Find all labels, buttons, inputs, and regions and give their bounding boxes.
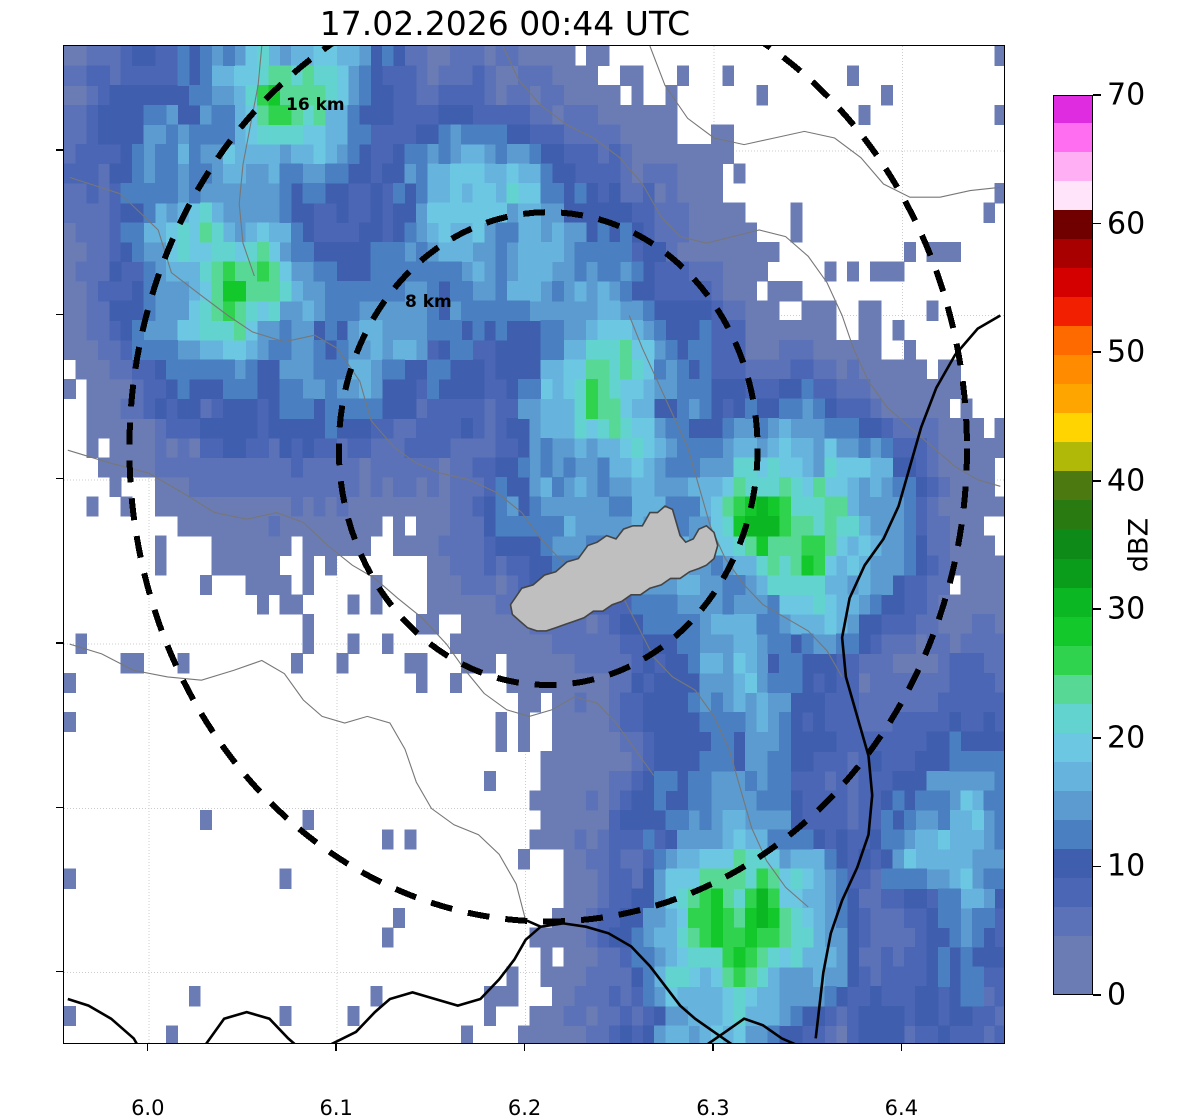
colorbar-band: [1054, 470, 1092, 501]
colorbar-band: [1054, 528, 1092, 559]
colorbar-tick-label: 50: [1107, 334, 1146, 370]
y-axis-tick: [56, 313, 63, 316]
x-axis-tick: [900, 1044, 903, 1051]
colorbar-tick: [1093, 865, 1101, 868]
colorbar-band: [1054, 586, 1092, 617]
colorbar-band: [1054, 964, 1092, 994]
colorbar-band: [1054, 848, 1092, 878]
colorbar-tick: [1093, 479, 1101, 482]
x-axis-tick-label: 6.0: [131, 1096, 165, 1120]
colorbar-tick-label: 40: [1107, 463, 1146, 499]
colorbar-band: [1054, 499, 1092, 530]
colorbar-band: [1054, 325, 1092, 356]
colorbar-tick: [1093, 608, 1101, 611]
radar-figure: 17.02.2026 00:44 UTC 16 km 8 km 49: [56, 4, 1155, 1120]
admin-boundaries: [67, 46, 1001, 921]
colorbar-band: [1054, 906, 1092, 936]
map-plot-area[interactable]: 16 km 8 km 49.5049.5549.6049.6549.7049.7…: [56, 45, 1005, 1120]
colorbar-band: [1054, 383, 1092, 414]
colorbar-band: [1054, 354, 1092, 385]
colorbar-band: [1054, 209, 1092, 240]
water-body-polygon: [509, 505, 719, 632]
colorbar-band: [1054, 935, 1092, 965]
x-axis-tick-label: 6.2: [507, 1096, 542, 1120]
colorbar-tick-label: 30: [1107, 591, 1146, 627]
colorbar-title: dBZ: [1123, 517, 1155, 573]
colorbar-band: [1054, 412, 1092, 443]
colorbar-band: [1054, 557, 1092, 588]
colorbar-band: [1054, 296, 1092, 327]
colorbar-tick-label: 10: [1107, 848, 1146, 884]
map-frame: [63, 45, 1005, 1044]
y-axis-tick: [56, 149, 63, 151]
colorbar-tick: [1093, 94, 1101, 96]
colorbar-band: [1054, 819, 1092, 849]
range-rings: [126, 46, 970, 925]
colorbar[interactable]: 0 10 20 30 40 50 60 70: [1053, 78, 1145, 1013]
colorbar-band: [1054, 238, 1092, 269]
x-axis-tick-label: 6.1: [319, 1096, 353, 1120]
colorbar-gradient: [1053, 95, 1093, 995]
colorbar-band: [1054, 122, 1092, 153]
y-axis-tick: [56, 806, 63, 809]
colorbar-band: [1054, 96, 1092, 124]
national-border: [67, 314, 1001, 1043]
colorbar-band: [1054, 180, 1092, 211]
colorbar-tick: [1093, 222, 1101, 225]
y-axis-tick: [56, 478, 63, 480]
colorbar-tick: [1093, 737, 1101, 739]
colorbar-tick-label: 60: [1107, 206, 1146, 242]
x-axis-tick: [523, 1044, 526, 1051]
colorbar-band: [1054, 674, 1092, 704]
colorbar-band: [1054, 877, 1092, 907]
y-axis-tick: [56, 971, 63, 973]
x-axis-tick-label: 6.3: [696, 1096, 730, 1120]
colorbar-band: [1054, 267, 1092, 298]
x-axis-tick-label: 6.4: [884, 1096, 919, 1120]
colorbar-band: [1054, 790, 1092, 820]
colorbar-band: [1054, 151, 1092, 182]
y-axis-tick: [56, 642, 63, 644]
colorbar-tick-label: 70: [1107, 77, 1146, 113]
colorbar-band: [1054, 761, 1092, 791]
colorbar-band: [1054, 703, 1092, 733]
colorbar-tick: [1093, 994, 1101, 996]
colorbar-tick-label: 20: [1107, 720, 1146, 756]
x-axis-tick: [712, 1044, 714, 1051]
range-ring-label-16km: 16 km: [286, 95, 345, 115]
radar-map-svg: [64, 46, 1004, 1043]
range-ring-label-8km: 8 km: [405, 292, 452, 312]
colorbar-band: [1054, 616, 1092, 646]
colorbar-band: [1054, 732, 1092, 762]
x-axis-tick: [147, 1044, 149, 1051]
colorbar-tick: [1093, 351, 1101, 353]
colorbar-band: [1054, 645, 1092, 675]
page-title: 17.02.2026 00:44 UTC: [319, 4, 691, 43]
colorbar-band: [1054, 441, 1092, 472]
radar-echo-layer: [64, 46, 1004, 1043]
colorbar-tick-label: 0: [1107, 977, 1127, 1013]
x-axis-tick: [335, 1044, 337, 1051]
